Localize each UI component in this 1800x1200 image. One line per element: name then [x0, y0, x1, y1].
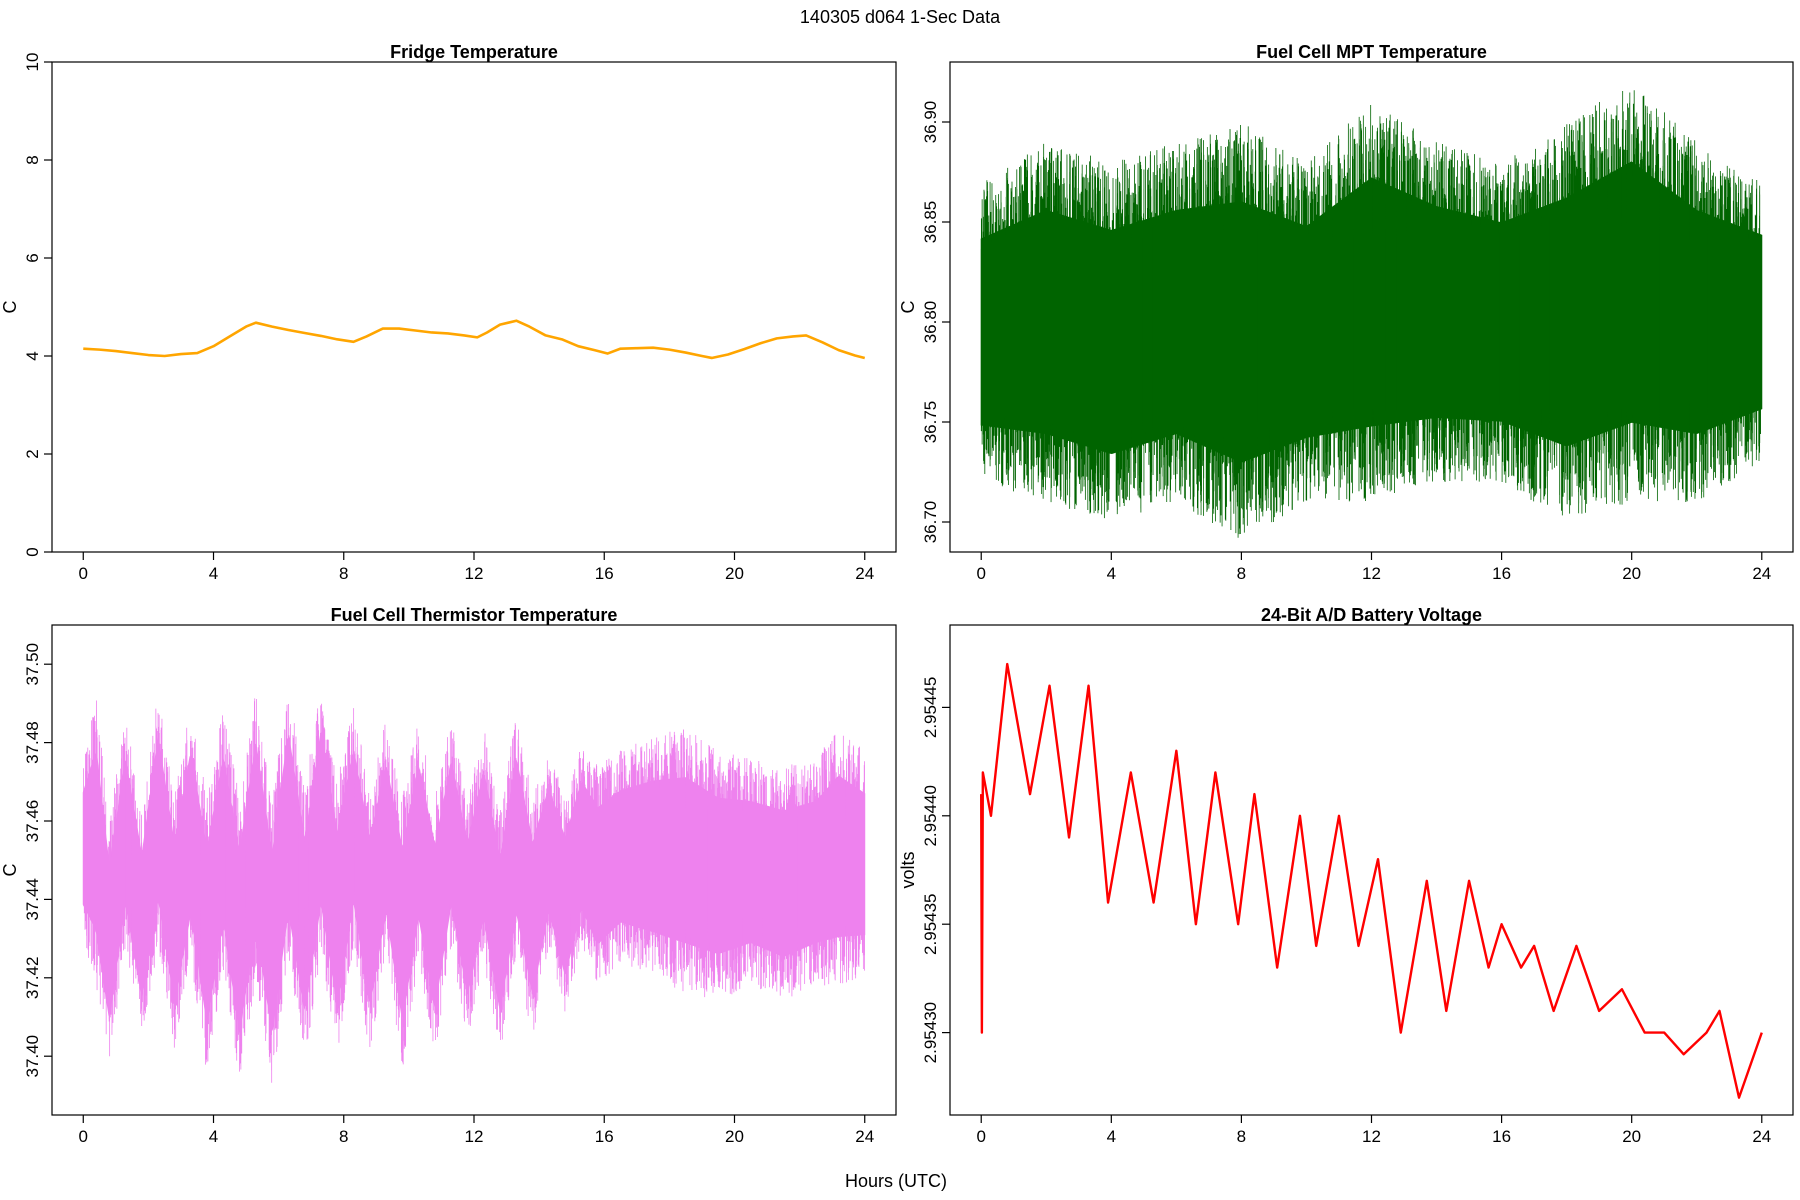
fridge-temperature-y-tick-label: 0	[23, 547, 42, 556]
fuel-cell-thermistor-temperature-x-tick-label: 0	[79, 1127, 88, 1146]
fuel-cell-mpt-temperature-series-spikes	[980, 90, 1762, 538]
fridge-temperature-x-tick-label: 8	[339, 564, 348, 583]
fridge-temperature-x-tick-label: 24	[855, 564, 874, 583]
fridge-temperature-x-tick-label: 4	[209, 564, 218, 583]
battery-voltage-x-tick-label: 4	[1107, 1127, 1116, 1146]
fridge-temperature-y-tick-label: 2	[23, 449, 42, 458]
fuel-cell-mpt-temperature-x-tick-label: 4	[1107, 564, 1116, 583]
fuel-cell-mpt-temperature-title: Fuel Cell MPT Temperature	[1256, 42, 1487, 62]
fridge-temperature-y-axis-label: C	[0, 301, 20, 314]
battery-voltage-panel: 0 4 8 12 16 20 24 2.95430 2.95435 2.95440 2.95445 2…	[898, 605, 1794, 1146]
battery-voltage-y-tick-label: 2.95440	[921, 785, 940, 846]
fridge-temperature-y-tick-label: 4	[23, 351, 42, 360]
battery-voltage-plot-frame	[949, 624, 1794, 1116]
fuel-cell-mpt-temperature-x-tick-label: 12	[1362, 564, 1381, 583]
fuel-cell-mpt-temperature-y-tick-label: 36.85	[921, 201, 940, 244]
fuel-cell-thermistor-temperature-data	[82, 698, 866, 1083]
fuel-cell-thermistor-temperature-panel: 0 4 8 12 16 20 24 37.40 37.42 37.44 37.46 37.48 37.5…	[0, 605, 897, 1146]
fridge-temperature-plot-frame	[51, 61, 897, 553]
fuel-cell-mpt-temperature-panel: 0 4 8 12 16 20 24 36.70 36.75 36.80 36.85 36.90 Fuel…	[898, 42, 1794, 583]
battery-voltage-y-tick-label: 2.95435	[921, 893, 940, 954]
fridge-temperature-data	[83, 319, 866, 360]
battery-voltage-title: 24-Bit A/D Battery Voltage	[1261, 605, 1482, 625]
battery-voltage-y-tick-label: 2.95445	[921, 677, 940, 738]
battery-voltage-x-tick-label: 16	[1492, 1127, 1511, 1146]
fridge-temperature-y-tick-label: 6	[23, 253, 42, 262]
fuel-cell-mpt-temperature-x-tick-label: 16	[1492, 564, 1511, 583]
fuel-cell-mpt-temperature-y-tick-label: 36.90	[921, 101, 940, 144]
main-title: 140305 d064 1-Sec Data	[800, 7, 1001, 27]
fuel-cell-thermistor-temperature-y-tick-label: 37.46	[23, 800, 42, 843]
shared-x-axis-label: Hours (UTC)	[845, 1171, 947, 1191]
fuel-cell-thermistor-temperature-title: Fuel Cell Thermistor Temperature	[331, 605, 618, 625]
fuel-cell-mpt-temperature-y-tick-label: 36.70	[921, 501, 940, 544]
fuel-cell-mpt-temperature-x-tick-label: 24	[1752, 564, 1771, 583]
fuel-cell-mpt-temperature-data	[980, 90, 1763, 538]
fridge-temperature-x-tick-label: 0	[79, 564, 88, 583]
fridge-temperature-x-tick-label: 20	[725, 564, 744, 583]
fuel-cell-thermistor-temperature-y-tick-label: 37.44	[23, 878, 42, 921]
battery-voltage-y-axis-label: volts	[898, 851, 918, 888]
battery-voltage-x-tick-label: 20	[1622, 1127, 1641, 1146]
fuel-cell-thermistor-temperature-x-tick-label: 16	[595, 1127, 614, 1146]
fuel-cell-mpt-temperature-y-axis-label: C	[898, 301, 918, 314]
fuel-cell-thermistor-temperature-y-tick-label: 37.48	[23, 721, 42, 764]
battery-voltage-y-tick-label: 2.95430	[921, 1002, 940, 1063]
fuel-cell-thermistor-temperature-series-spikes	[83, 698, 865, 1083]
fuel-cell-thermistor-temperature-x-tick-label: 8	[339, 1127, 348, 1146]
fuel-cell-thermistor-temperature-y-axis-label: C	[0, 864, 20, 877]
fuel-cell-mpt-temperature-x-tick-label: 8	[1237, 564, 1246, 583]
fuel-cell-thermistor-temperature-x-tick-label: 12	[465, 1127, 484, 1146]
fuel-cell-thermistor-temperature-x-tick-label: 20	[725, 1127, 744, 1146]
battery-voltage-x-tick-label: 12	[1362, 1127, 1381, 1146]
battery-voltage-x-tick-label: 24	[1752, 1127, 1771, 1146]
fuel-cell-thermistor-temperature-x-tick-label: 24	[855, 1127, 874, 1146]
battery-voltage-data	[980, 662, 1763, 1099]
battery-voltage-series-line	[980, 662, 1763, 1099]
fuel-cell-thermistor-temperature-y-tick-label: 37.50	[23, 643, 42, 686]
fuel-cell-mpt-temperature-x-tick-label: 0	[976, 564, 985, 583]
fuel-cell-mpt-temperature-x-tick-label: 20	[1622, 564, 1641, 583]
fuel-cell-thermistor-temperature-x-tick-label: 4	[209, 1127, 218, 1146]
fridge-temperature-y-tick-label: 8	[23, 155, 42, 164]
battery-voltage-x-tick-label: 0	[976, 1127, 985, 1146]
fridge-temperature-y-tick-label: 10	[23, 53, 42, 72]
fridge-temperature-x-tick-label: 12	[465, 564, 484, 583]
fridge-temperature-series-line	[83, 319, 866, 360]
fuel-cell-mpt-temperature-y-tick-label: 36.80	[921, 301, 940, 344]
fuel-cell-thermistor-temperature-y-tick-label: 37.40	[23, 1035, 42, 1078]
fridge-temperature-x-tick-label: 16	[595, 564, 614, 583]
battery-voltage-x-tick-label: 8	[1237, 1127, 1246, 1146]
fuel-cell-thermistor-temperature-y-tick-label: 37.42	[23, 957, 42, 1000]
fuel-cell-mpt-temperature-y-tick-label: 36.75	[921, 401, 940, 444]
fridge-temperature-title: Fridge Temperature	[390, 42, 558, 62]
